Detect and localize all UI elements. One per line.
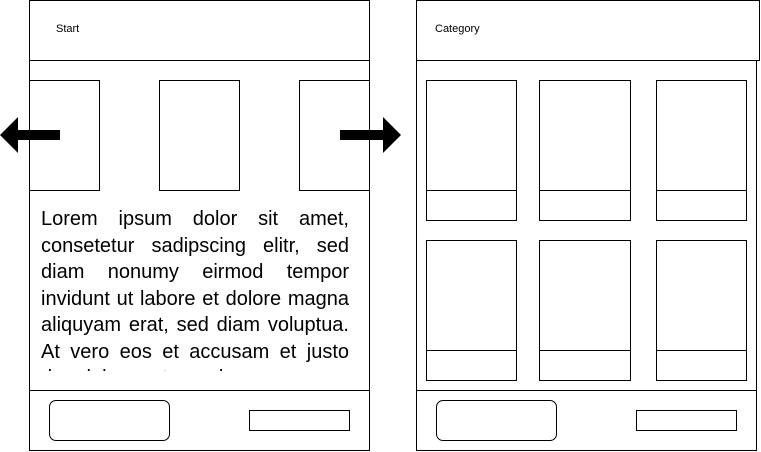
- category-screen-frame: [416, 0, 757, 451]
- category-tile-caption-divider: [539, 190, 631, 191]
- category-footer-divider: [416, 390, 757, 391]
- category-footer-secondary-button[interactable]: [636, 410, 737, 431]
- category-tile-caption-divider: [539, 350, 631, 351]
- category-tile-caption-divider: [656, 190, 747, 191]
- category-tile-caption-divider: [426, 190, 517, 191]
- category-tile-caption-divider: [656, 350, 747, 351]
- start-footer-divider: [29, 390, 370, 391]
- start-footer-secondary-button[interactable]: [249, 410, 350, 431]
- arrow-left-icon[interactable]: [0, 117, 60, 153]
- category-tile-caption-divider: [426, 350, 517, 351]
- start-body-text: Lorem ipsum dolor sit amet, consetetur s…: [41, 208, 349, 371]
- arrow-right-icon[interactable]: [340, 117, 401, 153]
- category-header: [416, 0, 760, 61]
- category-tile[interactable]: [426, 80, 517, 221]
- start-footer-primary-button[interactable]: [49, 400, 170, 441]
- start-screen-frame: [29, 0, 370, 451]
- category-tile[interactable]: [656, 80, 747, 221]
- carousel-card-center[interactable]: [159, 80, 240, 191]
- category-footer-primary-button[interactable]: [436, 400, 557, 441]
- start-header-title: Start: [56, 23, 80, 35]
- category-tile[interactable]: [539, 80, 631, 221]
- category-tile[interactable]: [539, 240, 631, 381]
- category-header-title: Category: [435, 23, 480, 35]
- category-tile[interactable]: [656, 240, 747, 381]
- category-tile[interactable]: [426, 240, 517, 381]
- start-header-divider: [29, 60, 370, 61]
